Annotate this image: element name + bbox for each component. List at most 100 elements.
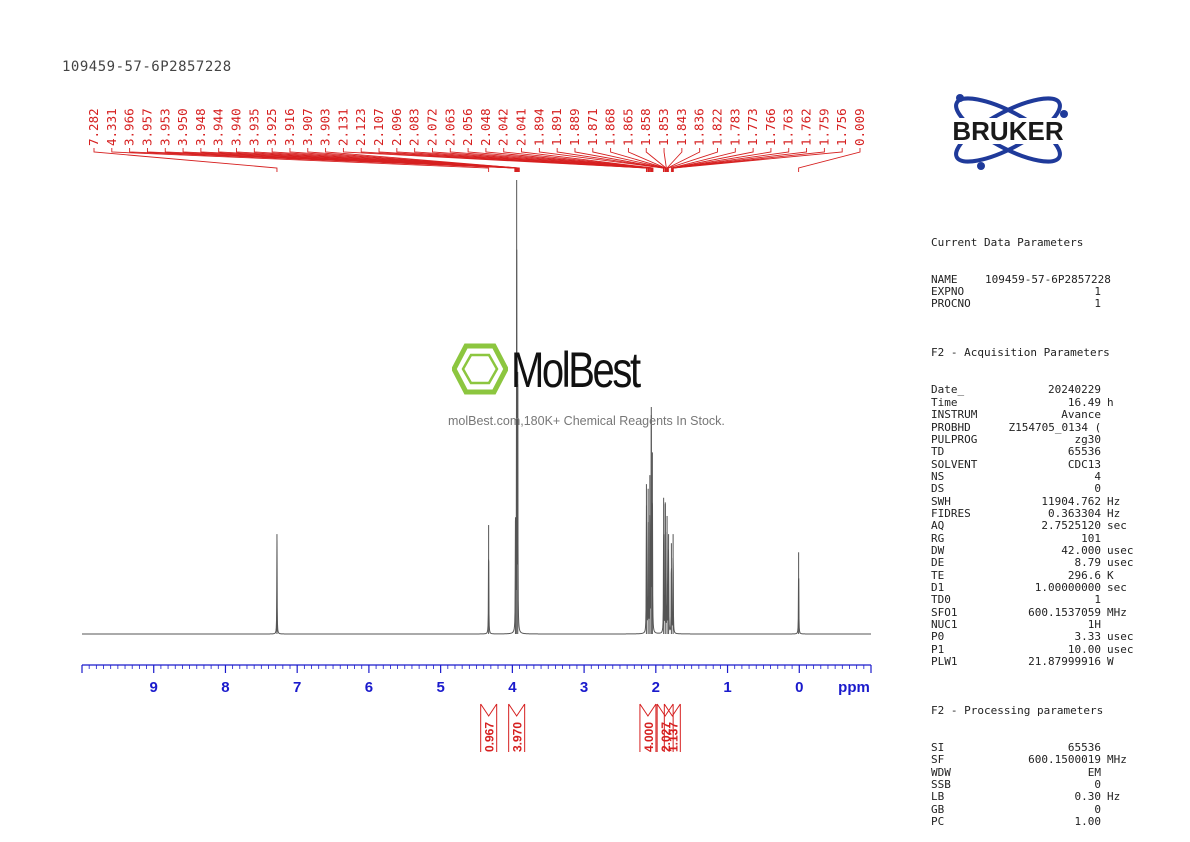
param-row: SF 600.1500019 MHz: [931, 753, 1139, 767]
peak-connector: [670, 148, 736, 172]
peak-label: 3.907: [300, 108, 315, 146]
peak-label: 1.868: [603, 108, 618, 146]
param-value: 600.1537059: [1028, 605, 1101, 619]
param-key: FIDRES: [931, 506, 971, 520]
param-unit: h: [1107, 395, 1114, 409]
sample-title: 109459-57-6P2857228: [62, 59, 232, 75]
peak-connector: [432, 148, 652, 172]
param-row: RG 101: [931, 531, 1139, 545]
integral-bracket: [639, 703, 657, 752]
peak-label: 1.871: [585, 108, 600, 146]
param-row: NAME 109459-57-6P2857228: [931, 272, 1139, 286]
param-key: SSB: [931, 778, 951, 792]
peak-label: 1.891: [549, 108, 564, 146]
param-value: 1: [1094, 593, 1101, 607]
peak-connector: [667, 148, 701, 172]
param-key: SOLVENT: [931, 457, 978, 471]
param-row: EXPNO 1: [931, 285, 1139, 299]
peak-label: 2.083: [407, 108, 422, 146]
param-unit: Hz: [1107, 506, 1121, 520]
param-row: DS 0: [931, 482, 1139, 496]
watermark-tagline: molBest.com,180K+ Chemical Reagents In S…: [448, 414, 725, 428]
peak-label: 1.858: [638, 108, 653, 146]
param-key: SFO1: [931, 605, 958, 619]
peak-label: 3.948: [193, 108, 208, 146]
param-unit: [1101, 409, 1139, 421]
peak-label: 2.041: [514, 108, 529, 146]
axis-tick-label: 7: [293, 679, 301, 696]
axis-tick-label: 8: [221, 679, 229, 696]
param-value: 11904.762: [1041, 494, 1101, 508]
peak-connector: [467, 148, 653, 172]
param-value: 1.00: [1074, 815, 1102, 829]
spectrum-trace: [82, 180, 871, 635]
param-row: PLW1 21.87999916 W: [931, 655, 1139, 668]
param-value: 109459-57-6P2857228: [985, 272, 1111, 286]
peak-label: 1.836: [692, 108, 707, 146]
integral-value: 3.970: [511, 722, 525, 752]
param-key: Time: [931, 395, 958, 409]
param-value: 8.79: [1074, 556, 1102, 570]
param-value: 0: [1094, 482, 1101, 496]
param-value: 0: [1094, 778, 1101, 792]
param-unit: [1101, 816, 1139, 828]
peak-label: 3.916: [282, 108, 297, 146]
integral-value: 0.967: [483, 722, 497, 752]
param-value: 101: [1081, 531, 1101, 545]
param-unit: [1101, 459, 1139, 471]
peak-label: 1.756: [834, 108, 849, 146]
peak-label: 3.953: [157, 108, 172, 146]
param-unit: [1101, 434, 1139, 446]
peak-connector: [360, 148, 648, 172]
peak-label: 1.763: [781, 108, 796, 146]
peak-label: 1.889: [567, 108, 582, 146]
current-params-rows: NAME 109459-57-6P2857228 EXPNO 1 PROCNO 1: [931, 272, 1139, 311]
integral-bracket: [480, 703, 498, 752]
peak-connector: [671, 148, 754, 172]
peak-label: 0.009: [852, 108, 867, 146]
param-row: DW 42.000 usec: [931, 543, 1139, 557]
current-params-heading: Current Data Parameters: [931, 235, 1084, 249]
param-key: EXPNO: [931, 285, 965, 299]
peak-label: 1.759: [816, 108, 831, 146]
param-row: TD 65536: [931, 445, 1139, 459]
param-unit: [1101, 384, 1139, 396]
peak-label: 2.048: [478, 108, 493, 146]
param-key: DS: [931, 482, 945, 496]
param-row: FIDRES 0.363304 Hz: [931, 506, 1139, 520]
integral-value: 4.000: [642, 722, 656, 752]
param-key: DW: [931, 543, 945, 557]
param-unit: [1101, 767, 1139, 779]
peak-label: 1.766: [763, 108, 778, 146]
peak-connector: [672, 148, 825, 172]
param-key: RG: [931, 531, 945, 545]
peak-label: 2.131: [335, 108, 350, 146]
param-key: TD0: [931, 593, 951, 607]
integral-bracket: [508, 703, 526, 752]
peak-label: 3.935: [246, 108, 261, 146]
param-key: PC: [931, 815, 945, 829]
param-unit: usec: [1107, 630, 1134, 644]
param-unit: usec: [1107, 642, 1134, 656]
bruker-logo-text: BRUKER: [952, 116, 1063, 146]
peak-label-group: 7.282 4.331 3.966 3.957 3.953 3.950 3.948 3.944…: [86, 108, 867, 172]
peak-connector: [798, 148, 861, 172]
peak-connector: [627, 148, 666, 172]
peak-connector: [271, 148, 519, 172]
param-key: TD: [931, 445, 945, 459]
peak-connector: [325, 148, 520, 172]
param-key: LB: [931, 790, 945, 804]
param-unit: sec: [1107, 519, 1127, 533]
peak-label: 1.773: [745, 108, 760, 146]
peak-label: 7.282: [86, 108, 101, 146]
param-value: 600.1500019: [1028, 753, 1101, 767]
param-row: Time 16.49 h: [931, 395, 1139, 409]
peak-connector: [218, 148, 517, 172]
peak-label: 2.096: [389, 108, 404, 146]
param-unit: [1101, 286, 1139, 298]
param-value: 296.6: [1067, 568, 1101, 582]
param-row: GB 0: [931, 803, 1139, 816]
peak-label: 2.063: [442, 108, 457, 146]
